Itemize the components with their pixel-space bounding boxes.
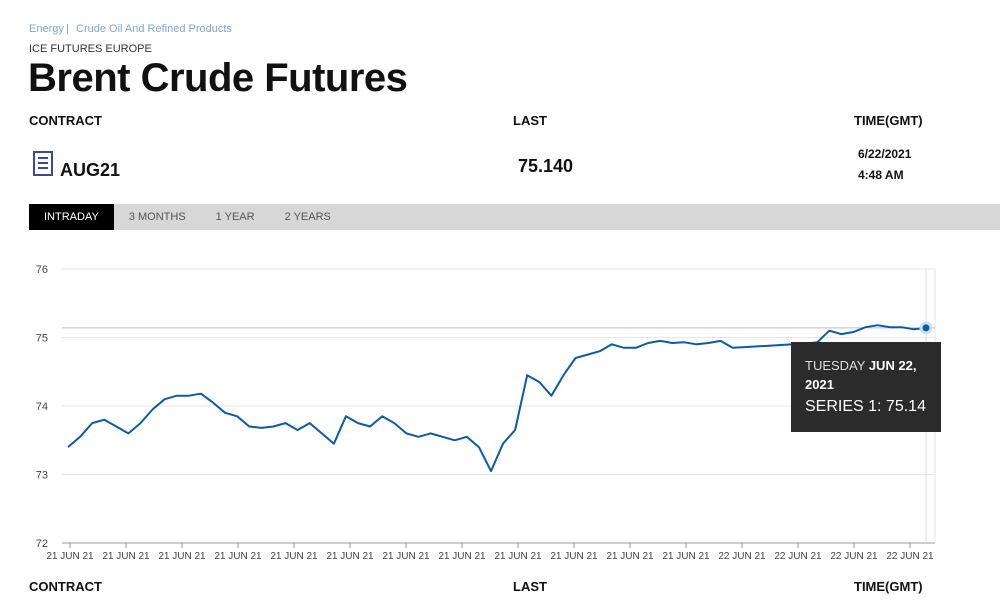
- x-tick-label: 22 JUN 21: [830, 551, 878, 562]
- column-header: CONTRACT: [29, 113, 102, 128]
- x-tick-label: 21 JUN 21: [606, 551, 654, 562]
- contract-icon: [33, 151, 53, 176]
- time: 4:48 AM: [858, 168, 904, 182]
- tab[interactable]: 2 YEARS: [284, 211, 331, 223]
- column-header: LAST: [513, 113, 547, 128]
- separator: |: [66, 23, 69, 35]
- exchange: ICE FUTURES EUROPE: [29, 43, 152, 55]
- x-tick-label: 21 JUN 21: [102, 551, 150, 562]
- x-tick-label: 21 JUN 21: [270, 551, 318, 562]
- y-tick-label: 74: [36, 401, 48, 413]
- chart: 72 73 74 75 76 21 JUN 21 21 JUN 21 21 JUN 21 21 …: [36, 264, 936, 562]
- tab[interactable]: 1 YEAR: [215, 211, 255, 223]
- x-tick-label: 21 JUN 21: [662, 551, 710, 562]
- y-tick-label: 72: [36, 538, 48, 550]
- column-header: CONTRACT: [29, 579, 102, 594]
- column-header: LAST: [513, 579, 547, 594]
- column-header: TIME(GMT): [854, 579, 923, 594]
- breadcrumb-link[interactable]: Crude Oil And Refined Products: [76, 23, 232, 35]
- tooltip-value: SERIES 1: 75.14: [805, 398, 926, 415]
- tooltip: TUESDAY JUN 22, 2021 SERIES 1: 75.14: [791, 342, 941, 432]
- x-tick-label: 21 JUN 21: [46, 551, 94, 562]
- x-tick-label: 21 JUN 21: [214, 551, 262, 562]
- tooltip-day: TUESDAY: [805, 358, 866, 373]
- tab-bar: INTRADAY 3 MONTHS 1 YEAR 2 YEARS: [29, 204, 1000, 230]
- x-tick-label: 21 JUN 21: [158, 551, 206, 562]
- x-tick-label: 22 JUN 21: [774, 551, 822, 562]
- page-title: Brent Crude Futures: [28, 56, 408, 100]
- date: 6/22/2021: [858, 147, 912, 161]
- contract: AUG21: [60, 160, 121, 180]
- x-tick-label: 21 JUN 21: [326, 551, 374, 562]
- x-tick-label: 21 JUN 21: [382, 551, 430, 562]
- y-tick-label: 76: [36, 264, 48, 276]
- y-tick-label: 75: [36, 333, 48, 345]
- tooltip-date: JUN 22,: [868, 358, 917, 373]
- x-tick-label: 22 JUN 21: [886, 551, 934, 562]
- tab[interactable]: 3 MONTHS: [128, 211, 186, 223]
- x-tick-label: 21 JUN 21: [494, 551, 542, 562]
- hover-point: [919, 321, 933, 335]
- x-tick-label: 21 JUN 21: [438, 551, 486, 562]
- line-series: [67, 324, 927, 473]
- y-tick-label: 73: [36, 470, 48, 482]
- tooltip-year: 2021: [805, 377, 834, 392]
- x-tick-label: 22 JUN 21: [718, 551, 766, 562]
- breadcrumb-link[interactable]: Energy: [29, 23, 64, 35]
- x-tick-label: 21 JUN 21: [550, 551, 598, 562]
- tab[interactable]: INTRADAY: [29, 204, 114, 230]
- column-header: TIME(GMT): [854, 113, 923, 128]
- last-price: 75.140: [518, 156, 574, 176]
